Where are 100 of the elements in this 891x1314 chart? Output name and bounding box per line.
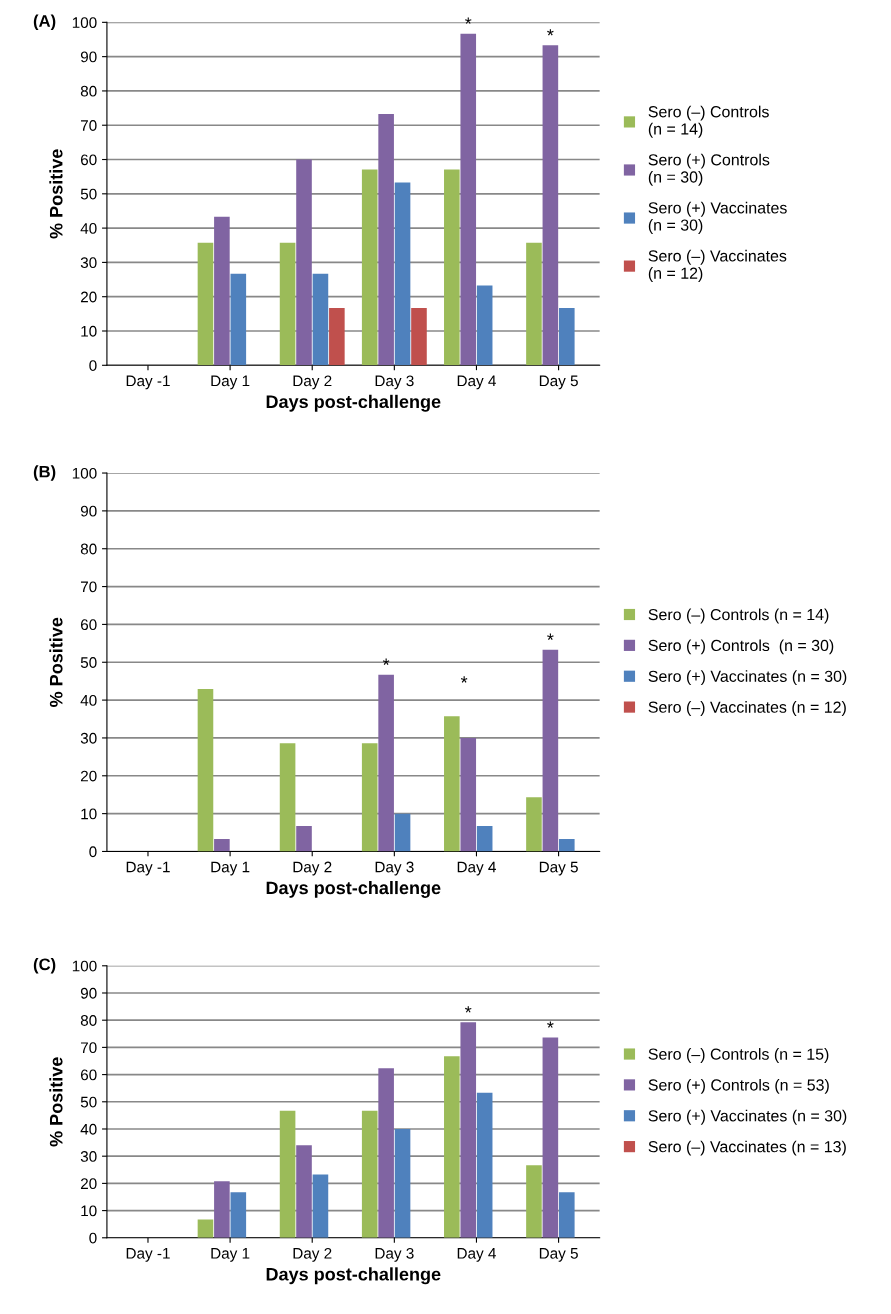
- bar: [230, 273, 247, 366]
- annotation: *: [465, 1006, 472, 1013]
- bar: [558, 838, 575, 852]
- x-tick-label: Day 5: [539, 1248, 578, 1262]
- bar: [312, 1174, 329, 1238]
- y-tick-label: 90: [80, 987, 97, 999]
- chart-title: (A): [33, 14, 56, 31]
- bar: [361, 743, 378, 852]
- bar: [526, 242, 542, 366]
- annotation: *: [547, 29, 554, 36]
- bar: [460, 1022, 477, 1238]
- bar: [542, 1037, 559, 1238]
- bar: [296, 1145, 312, 1238]
- legend-label: Sero (+) Vaccinates (n = 30): [648, 1109, 847, 1125]
- bar: [476, 1092, 493, 1238]
- legend-label: Sero (–) Controls (n = 14): [648, 608, 829, 624]
- y-tick-label: 80: [80, 543, 97, 555]
- y-tick-label: 50: [80, 657, 97, 668]
- legend-label: Sero (+) Vaccinates (n = 30): [648, 201, 787, 234]
- y-tick-label: 30: [80, 257, 97, 269]
- bar: [279, 242, 296, 366]
- y-tick-label: 30: [80, 732, 97, 744]
- x-tick-label: Day 1: [211, 375, 250, 390]
- bar: [214, 838, 230, 852]
- bar: [378, 113, 394, 366]
- chart-title: (C): [33, 958, 56, 974]
- x-axis-title: Days post-challenge: [266, 394, 441, 412]
- bar: [361, 1110, 378, 1238]
- bar: [444, 1056, 460, 1238]
- y-tick-label: 50: [80, 188, 97, 200]
- y-tick-label: 70: [80, 581, 97, 593]
- x-tick-label: Day 4: [457, 1248, 496, 1262]
- y-tick-label: 40: [80, 1123, 97, 1135]
- x-tick-label: Day 4: [457, 375, 496, 390]
- bar: [197, 1219, 214, 1238]
- bar: [542, 649, 559, 852]
- x-axis-title: Days post-challenge: [266, 1267, 441, 1285]
- chart-title: (B): [33, 465, 56, 481]
- x-tick-label: Day 4: [457, 861, 496, 876]
- y-tick-label: 90: [80, 505, 97, 517]
- y-tick-label: 60: [80, 619, 97, 631]
- annotation: *: [460, 676, 468, 683]
- x-tick-label: Day 1: [211, 1248, 250, 1262]
- bar: [378, 674, 394, 852]
- x-tick-label: Day 5: [539, 861, 578, 876]
- bar: [558, 1192, 575, 1238]
- y-tick-label: 60: [80, 154, 97, 166]
- x-tick-label: Day -1: [126, 375, 170, 390]
- bar: [329, 308, 345, 366]
- bar: [444, 716, 460, 852]
- bar: [279, 743, 296, 852]
- bar: [542, 45, 559, 366]
- bar: [214, 216, 230, 366]
- y-tick-label: 40: [80, 222, 97, 234]
- bar: [394, 1128, 411, 1238]
- y-tick-label: 10: [81, 808, 97, 820]
- y-tick-label: 100: [72, 467, 97, 479]
- bar: [460, 33, 477, 366]
- y-axis-title: % Positive: [49, 1057, 63, 1147]
- bar: [394, 813, 411, 852]
- x-tick-label: Day 1: [211, 861, 250, 876]
- bar: [214, 1181, 230, 1238]
- y-tick-label: 20: [80, 291, 97, 303]
- y-tick-label: 90: [80, 51, 97, 63]
- y-tick-label: 50: [80, 1096, 97, 1108]
- bar: [279, 1110, 296, 1238]
- y-axis-title: % Positive: [49, 617, 63, 707]
- y-tick-label: 10: [81, 325, 97, 337]
- annotation: *: [547, 1021, 554, 1028]
- bar: [312, 273, 329, 366]
- legend-label: Sero (–) Controls (n = 14): [648, 105, 769, 138]
- y-tick-label: 0: [89, 846, 97, 858]
- y-tick-label: 0: [89, 360, 97, 371]
- x-tick-label: Day 3: [375, 861, 414, 876]
- legend-label: Sero (+) Controls (n = 53): [648, 1078, 829, 1094]
- y-tick-label: 10: [81, 1205, 97, 1217]
- y-tick-label: 80: [80, 1015, 97, 1026]
- bar: [411, 308, 427, 366]
- legend-label: Sero (+) Controls (n = 30): [648, 153, 770, 186]
- x-tick-label: Day 5: [539, 375, 578, 390]
- x-tick-label: Day 3: [375, 375, 414, 390]
- y-tick-label: 20: [80, 1178, 97, 1190]
- x-tick-label: Day -1: [126, 861, 170, 876]
- bar: [526, 1165, 542, 1238]
- bar: [296, 826, 312, 852]
- bar: [460, 737, 477, 852]
- bar: [197, 242, 214, 366]
- annotation: *: [382, 658, 390, 665]
- legend-label: Sero (–) Vaccinates (n = 12): [648, 701, 846, 716]
- legend-label: Sero (–) Vaccinates (n = 12): [648, 249, 787, 282]
- bar: [378, 1068, 394, 1238]
- bar: [197, 689, 214, 852]
- x-axis-title: Days post-challenge: [266, 880, 441, 898]
- y-tick-label: 40: [80, 694, 97, 706]
- x-tick-label: Day 2: [293, 1247, 332, 1262]
- bar: [444, 169, 460, 366]
- legend-label: Sero (+) Controls (n = 30): [648, 639, 834, 655]
- y-tick-label: 30: [80, 1151, 97, 1162]
- bar: [476, 285, 493, 366]
- x-tick-label: Day -1: [126, 1248, 170, 1262]
